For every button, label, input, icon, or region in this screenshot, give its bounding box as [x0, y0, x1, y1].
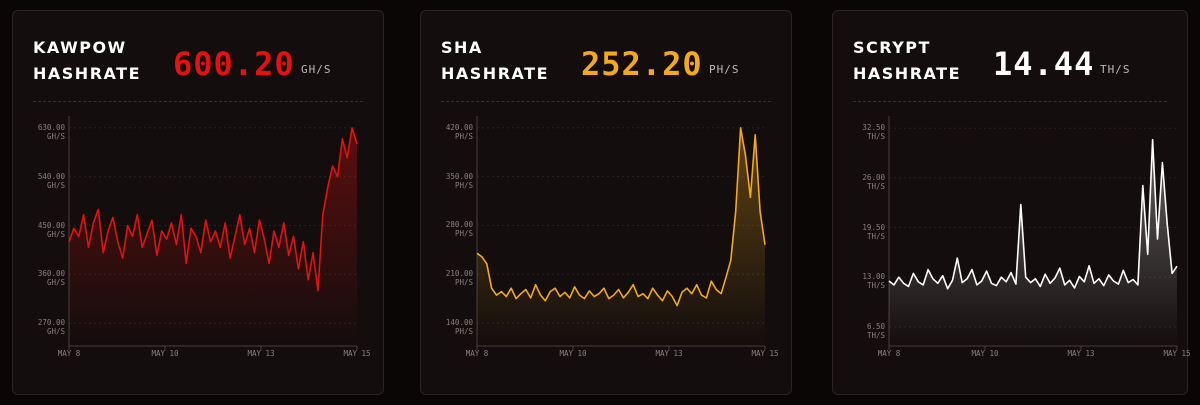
y-tick-label: 350.00 PH/S	[445, 171, 473, 190]
x-tick-label: MAY 13	[247, 349, 275, 358]
plot	[68, 116, 358, 350]
chart-title: HASHRATE	[853, 64, 961, 83]
chart-title: HASHRATE	[33, 64, 141, 83]
chart-title: SHA	[441, 38, 483, 57]
x-tick-label: MAY 8	[57, 349, 81, 358]
y-tick-label: 13.00 TH/S	[862, 272, 885, 291]
unit: PH/S	[709, 63, 740, 76]
y-tick-label: 360.00 GH/S	[37, 269, 65, 288]
plot	[888, 116, 1178, 350]
y-tick-label: 540.00 GH/S	[37, 171, 65, 190]
headline-value: 14.44	[993, 45, 1095, 83]
x-tick-label: MAY 13	[1067, 349, 1095, 358]
y-tick-label: 26.00 TH/S	[862, 172, 885, 191]
chart-card: SHA HASHRATE 252.20 PH/S 420.00 PH/S 350.00 P…	[420, 10, 792, 395]
y-tick-label: 32.50 TH/S	[862, 123, 885, 142]
chart-card: KAWPOW HASHRATE 600.20 GH/S 630.00 GH/S 540.0…	[12, 10, 384, 395]
x-tick-label: MAY 8	[877, 349, 901, 358]
line	[888, 138, 1178, 290]
plot	[476, 116, 766, 350]
y-tick-label: 210.00 PH/S	[445, 269, 473, 288]
separator	[33, 101, 363, 102]
y-tick-label: 140.00 PH/S	[445, 318, 473, 336]
area	[889, 139, 1177, 346]
y-tick-label: 420.00 PH/S	[445, 122, 473, 141]
y-tick-label: 630.00 GH/S	[37, 122, 65, 141]
y-tick-label: 19.50 TH/S	[862, 222, 885, 241]
unit: TH/S	[1100, 63, 1131, 76]
y-tick-label: 270.00 GH/S	[37, 318, 65, 337]
y-tick-label: 6.50 TH/S	[866, 321, 885, 340]
x-tick-label: MAY 8	[465, 349, 489, 358]
headline-value: 252.20	[581, 45, 703, 83]
x-tick-label: MAY 15	[751, 349, 779, 358]
chart-card: SCRYPT HASHRATE 14.44 TH/S 32.50 TH/S 26.00 T…	[832, 10, 1191, 395]
x-tick-label: MAY 15	[1163, 349, 1191, 358]
x-tick-label: MAY 10	[559, 349, 587, 358]
chart-title: SCRYPT	[853, 38, 931, 57]
y-tick-label: 280.00 PH/S	[445, 220, 473, 239]
separator	[441, 101, 771, 102]
unit: GH/S	[301, 63, 332, 76]
x-tick-label: MAY 15	[343, 349, 371, 358]
headline-value: 600.20	[173, 45, 295, 83]
x-tick-label: MAY 13	[655, 349, 683, 358]
chart-title: HASHRATE	[441, 64, 549, 83]
x-tick-label: MAY 10	[151, 349, 179, 358]
area	[477, 127, 765, 346]
line	[476, 127, 766, 307]
x-tick-label: MAY 10	[971, 349, 999, 358]
separator	[853, 101, 1167, 102]
chart-title: KAWPOW	[33, 38, 127, 57]
line	[68, 127, 358, 292]
y-tick-label: 450.00 GH/S	[37, 220, 65, 239]
